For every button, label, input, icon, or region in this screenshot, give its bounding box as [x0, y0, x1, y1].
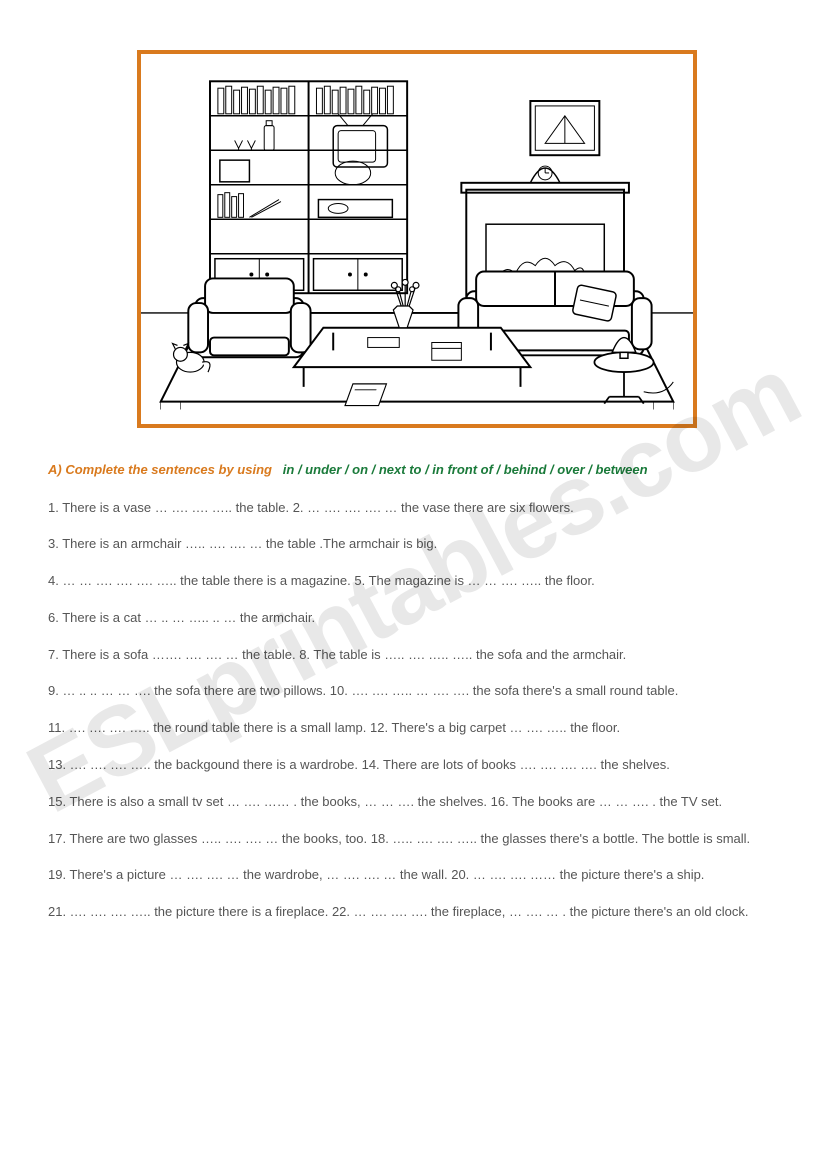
question-item: 4. … … …. …. …. ….. the table there is a… [48, 571, 786, 592]
questions-block: 1. There is a vase … …. …. ….. the table… [48, 498, 786, 924]
living-room-illustration [141, 54, 693, 424]
question-item: 19. There's a picture … …. …. … the ward… [48, 865, 786, 886]
question-item: 1. There is a vase … …. …. ….. the table… [48, 498, 786, 519]
question-item: 11. …. …. …. ….. the round table there i… [48, 718, 786, 739]
question-item: 13. …. …. …. ….. the backgound there is … [48, 755, 786, 776]
worksheet-page: A) Complete the sentences by using in / … [0, 0, 826, 923]
question-item: 3. There is an armchair ….. …. …. … the … [48, 534, 786, 555]
section-label: A) [48, 462, 62, 477]
question-item: 15. There is also a small tv set … …. ……… [48, 792, 786, 813]
question-item: 17. There are two glasses ….. …. …. … th… [48, 829, 786, 850]
question-item: 9. … .. .. … … …. the sofa there are two… [48, 681, 786, 702]
illustration-frame [137, 50, 697, 428]
preposition-list: in / under / on / next to / in front of … [283, 462, 648, 477]
question-item: 21. …. …. …. ….. the picture there is a … [48, 902, 786, 923]
instruction-line: A) Complete the sentences by using in / … [48, 460, 786, 480]
question-item: 7. There is a sofa ……. …. …. … the table… [48, 645, 786, 666]
question-item: 6. There is a cat … .. … ….. .. … the ar… [48, 608, 786, 629]
instruction-text: Complete the sentences by using [65, 462, 272, 477]
